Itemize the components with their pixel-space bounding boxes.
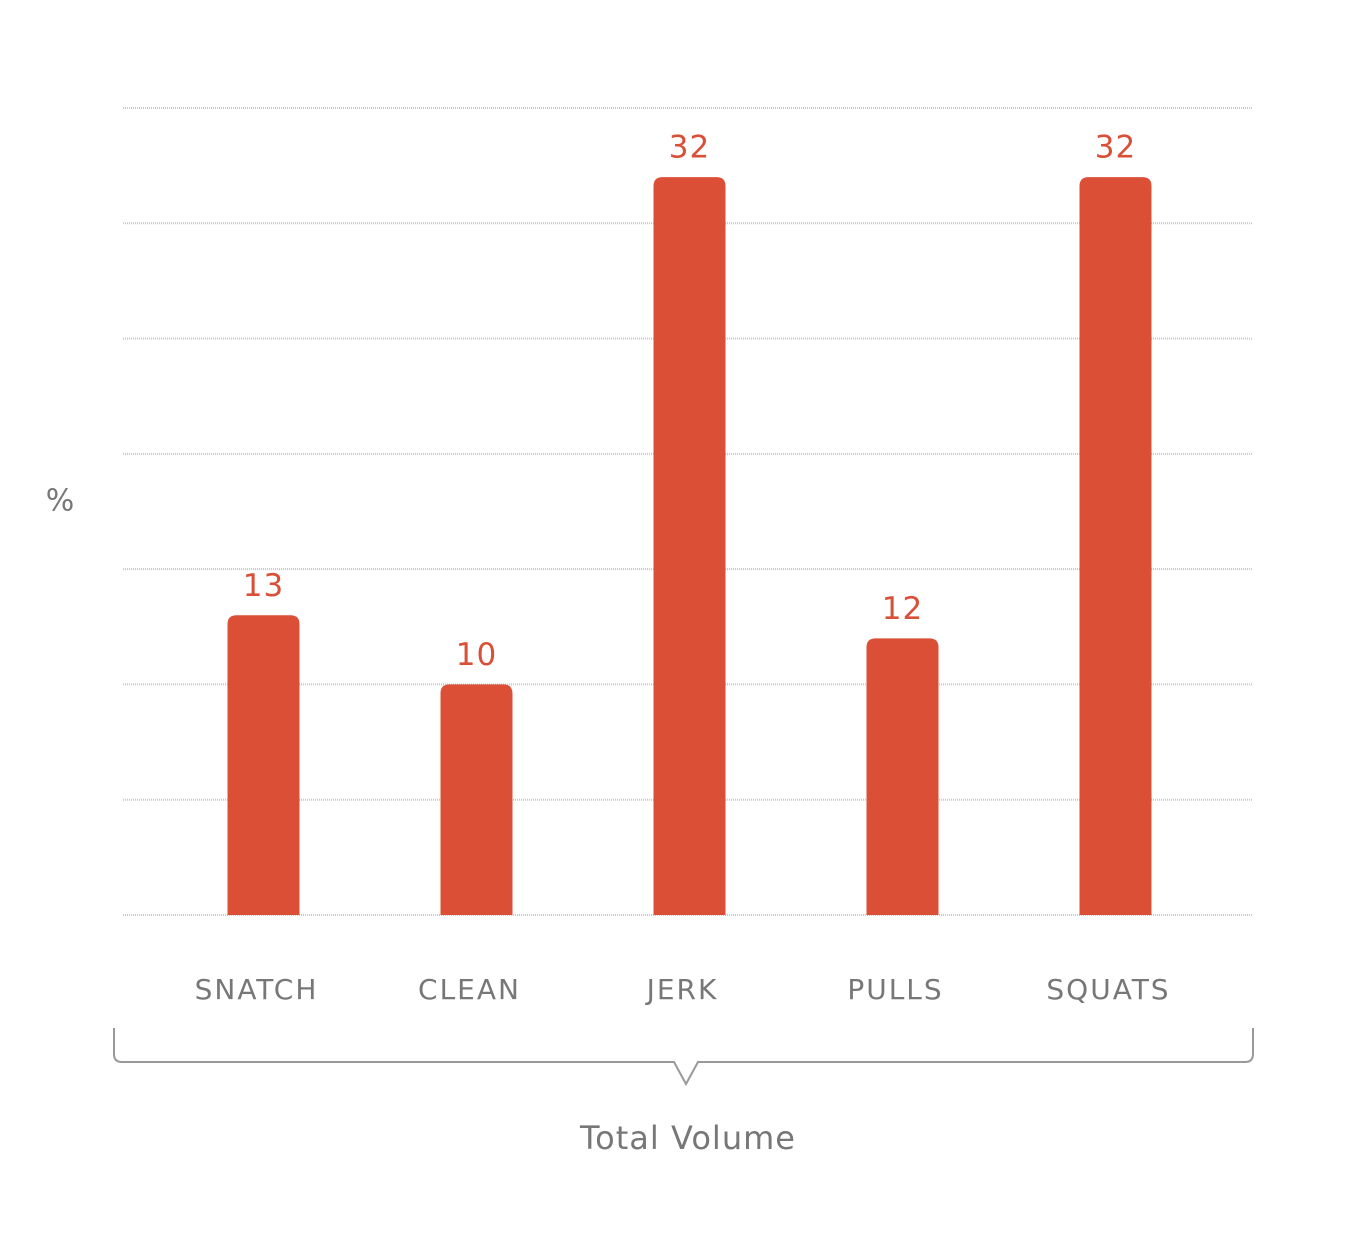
brace	[113, 1028, 1254, 1087]
bar	[1079, 177, 1152, 915]
bar	[653, 177, 726, 915]
value-label: 32	[669, 130, 710, 166]
bar	[227, 615, 300, 915]
y-axis-label: %	[46, 484, 75, 519]
x-tick-label: JERK	[645, 973, 719, 1006]
chart-title: Total Volume	[579, 1119, 796, 1157]
bar	[866, 638, 939, 915]
value-label: 10	[456, 637, 497, 673]
x-tick-label: SNATCH	[195, 973, 319, 1006]
x-tick-label: SQUATS	[1046, 973, 1170, 1006]
value-label: 13	[243, 568, 284, 604]
x-tick-label: CLEAN	[418, 973, 521, 1006]
value-label: 32	[1095, 130, 1136, 166]
x-tick-label: PULLS	[847, 973, 943, 1006]
bar	[440, 684, 513, 915]
value-label: 12	[882, 591, 923, 627]
